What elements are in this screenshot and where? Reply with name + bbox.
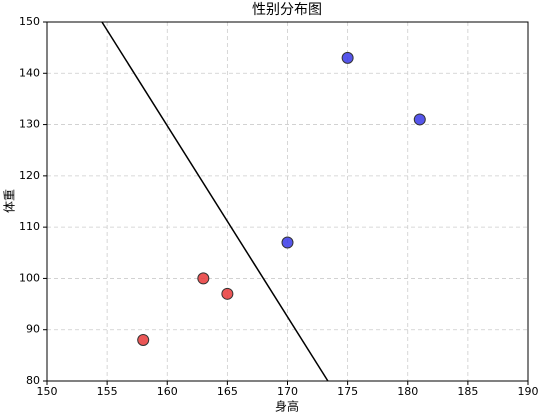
boundary-line	[101, 21, 329, 382]
x-axis-label: 身高	[275, 399, 299, 414]
y-tick-label: 140	[19, 66, 40, 79]
x-tick-label: 185	[457, 385, 478, 398]
y-tick-label: 100	[19, 271, 40, 284]
y-tick-label: 120	[19, 169, 40, 182]
x-tick-label: 165	[217, 385, 238, 398]
point	[341, 51, 354, 64]
point	[137, 333, 150, 346]
point	[197, 272, 210, 285]
point	[281, 236, 294, 249]
x-tick-label: 190	[518, 385, 539, 398]
y-tick-label: 110	[19, 220, 40, 233]
plot-frame	[46, 21, 529, 382]
point	[413, 113, 426, 126]
y-tick-label: 90	[26, 323, 40, 336]
x-tick-label: 155	[97, 385, 118, 398]
y-tick-label: 150	[19, 15, 40, 28]
grid	[46, 21, 529, 382]
x-tick-label: 150	[37, 385, 58, 398]
x-tick-label: 170	[277, 385, 298, 398]
y-tick-label: 130	[19, 118, 40, 131]
point	[221, 287, 234, 300]
x-tick-label: 175	[337, 385, 358, 398]
y-axis-label: 体重	[3, 189, 17, 213]
y-tick-label: 80	[26, 374, 40, 387]
x-tick-label: 180	[397, 385, 418, 398]
x-tick-label: 160	[157, 385, 178, 398]
chart-title: 性别分布图	[252, 2, 322, 18]
marks	[101, 21, 426, 382]
